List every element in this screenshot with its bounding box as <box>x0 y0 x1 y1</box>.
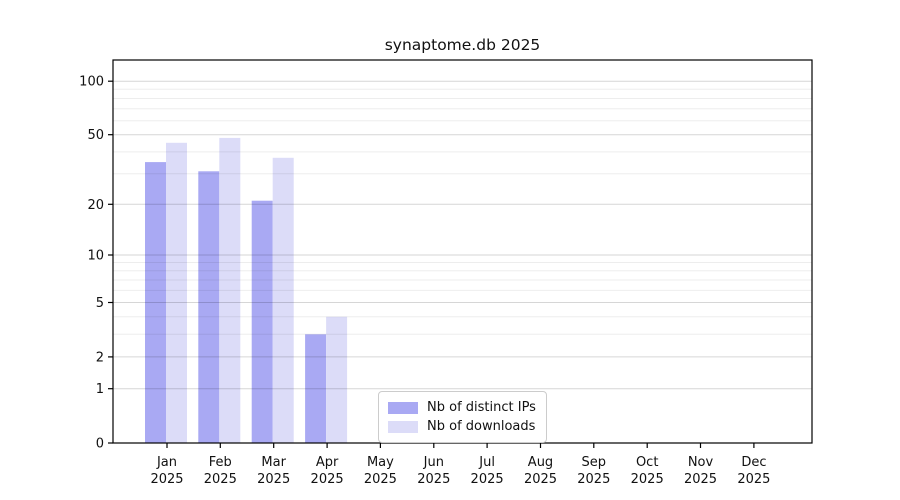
x-tick-label-month: Nov <box>688 455 714 470</box>
x-tick-label-month: Jul <box>478 455 495 470</box>
bar-jan-downloads <box>166 142 187 444</box>
x-tick-label-month: Aug <box>528 455 553 470</box>
bar-apr-distinct-ips <box>305 334 327 443</box>
y-tick-label: 10 <box>87 249 104 264</box>
x-tick-label-month: May <box>367 455 394 470</box>
x-tick-label-year: 2025 <box>311 472 344 487</box>
bar-feb-downloads <box>219 137 241 443</box>
x-tick-label-year: 2025 <box>364 472 397 487</box>
chart-title: synaptome.db 2025 <box>384 36 541 54</box>
x-tick-label-month: Mar <box>261 455 286 470</box>
x-tick-label-year: 2025 <box>737 472 770 487</box>
legend-label-distinct-ips: Nb of distinct IPs <box>427 400 536 415</box>
bar-jan-distinct-ips <box>145 162 166 443</box>
x-tick-label-year: 2025 <box>684 472 717 487</box>
legend-swatch-downloads <box>388 420 418 433</box>
x-tick-label-month: Sep <box>582 455 607 470</box>
x-tick-label-month: Jun <box>423 455 444 470</box>
x-tick-label-year: 2025 <box>150 472 183 487</box>
x-tick-label-year: 2025 <box>524 472 557 487</box>
y-tick-label: 2 <box>96 350 104 365</box>
x-tick-label-month: Apr <box>316 455 339 470</box>
bar-mar-downloads <box>272 157 294 444</box>
y-tick-label: 0 <box>96 437 104 452</box>
legend-item-distinct-ips: Nb of distinct IPs <box>388 398 536 417</box>
bar-mar-distinct-ips <box>251 200 273 443</box>
y-tick-label: 1 <box>96 382 104 397</box>
x-tick-label-month: Dec <box>741 455 766 470</box>
plot-border <box>112 59 813 444</box>
x-tick-label-year: 2025 <box>471 472 504 487</box>
x-tick-label-year: 2025 <box>577 472 610 487</box>
legend-item-downloads: Nb of downloads <box>388 417 536 436</box>
y-tick-label: 50 <box>87 128 104 143</box>
x-tick-label-year: 2025 <box>631 472 664 487</box>
y-tick-label: 20 <box>87 198 104 213</box>
legend-label-downloads: Nb of downloads <box>427 419 536 434</box>
bar-apr-downloads <box>326 316 348 443</box>
legend: Nb of distinct IPs Nb of downloads <box>378 391 547 443</box>
y-tick-label: 100 <box>79 75 104 90</box>
y-tick-label: 5 <box>96 296 104 311</box>
x-tick-label-month: Oct <box>636 455 658 470</box>
bar-feb-distinct-ips <box>198 171 220 444</box>
x-tick-label-year: 2025 <box>257 472 290 487</box>
legend-swatch-distinct-ips <box>388 401 418 414</box>
x-tick-label-month: Feb <box>209 455 232 470</box>
x-tick-label-year: 2025 <box>417 472 450 487</box>
x-tick-label-month: Jan <box>156 455 177 470</box>
x-tick-label-year: 2025 <box>204 472 237 487</box>
